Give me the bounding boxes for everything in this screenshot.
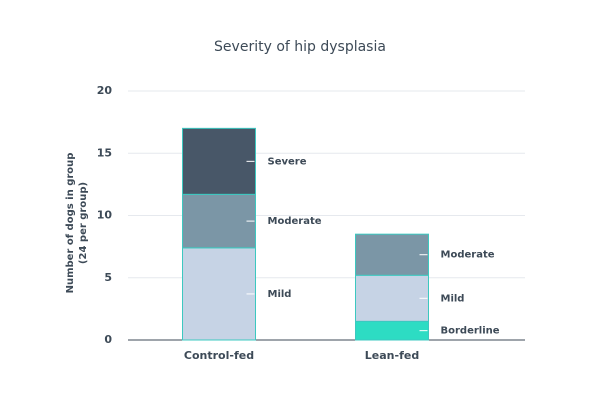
y-tick-label: 20 [97,84,113,97]
y-tick-label: 5 [104,271,112,284]
x-tick-label: Control-fed [184,349,254,362]
bar-segment [355,274,429,322]
segment-label: Borderline [441,326,500,337]
x-tick-label: Lean-fed [365,349,419,362]
bar-segment [182,247,256,341]
segment-label: Mild [441,293,465,304]
y-tick-label: 0 [104,333,112,346]
y-tick-label: 10 [97,209,113,222]
y-tick-label: 15 [97,146,112,159]
segment-label: Severe [268,156,307,167]
bar-segment [355,320,429,341]
segment-label: Moderate [441,250,495,261]
segment-label: Moderate [268,216,322,227]
bar-segment [355,233,429,276]
y-axis-label: Number of dogs in group [65,153,76,294]
segment-label: Mild [268,289,292,300]
bar-segment [182,193,256,249]
chart-title: Severity of hip dysplasia [214,39,386,55]
y-axis-label: (24 per group) [78,182,89,264]
bar-segment [182,127,256,195]
